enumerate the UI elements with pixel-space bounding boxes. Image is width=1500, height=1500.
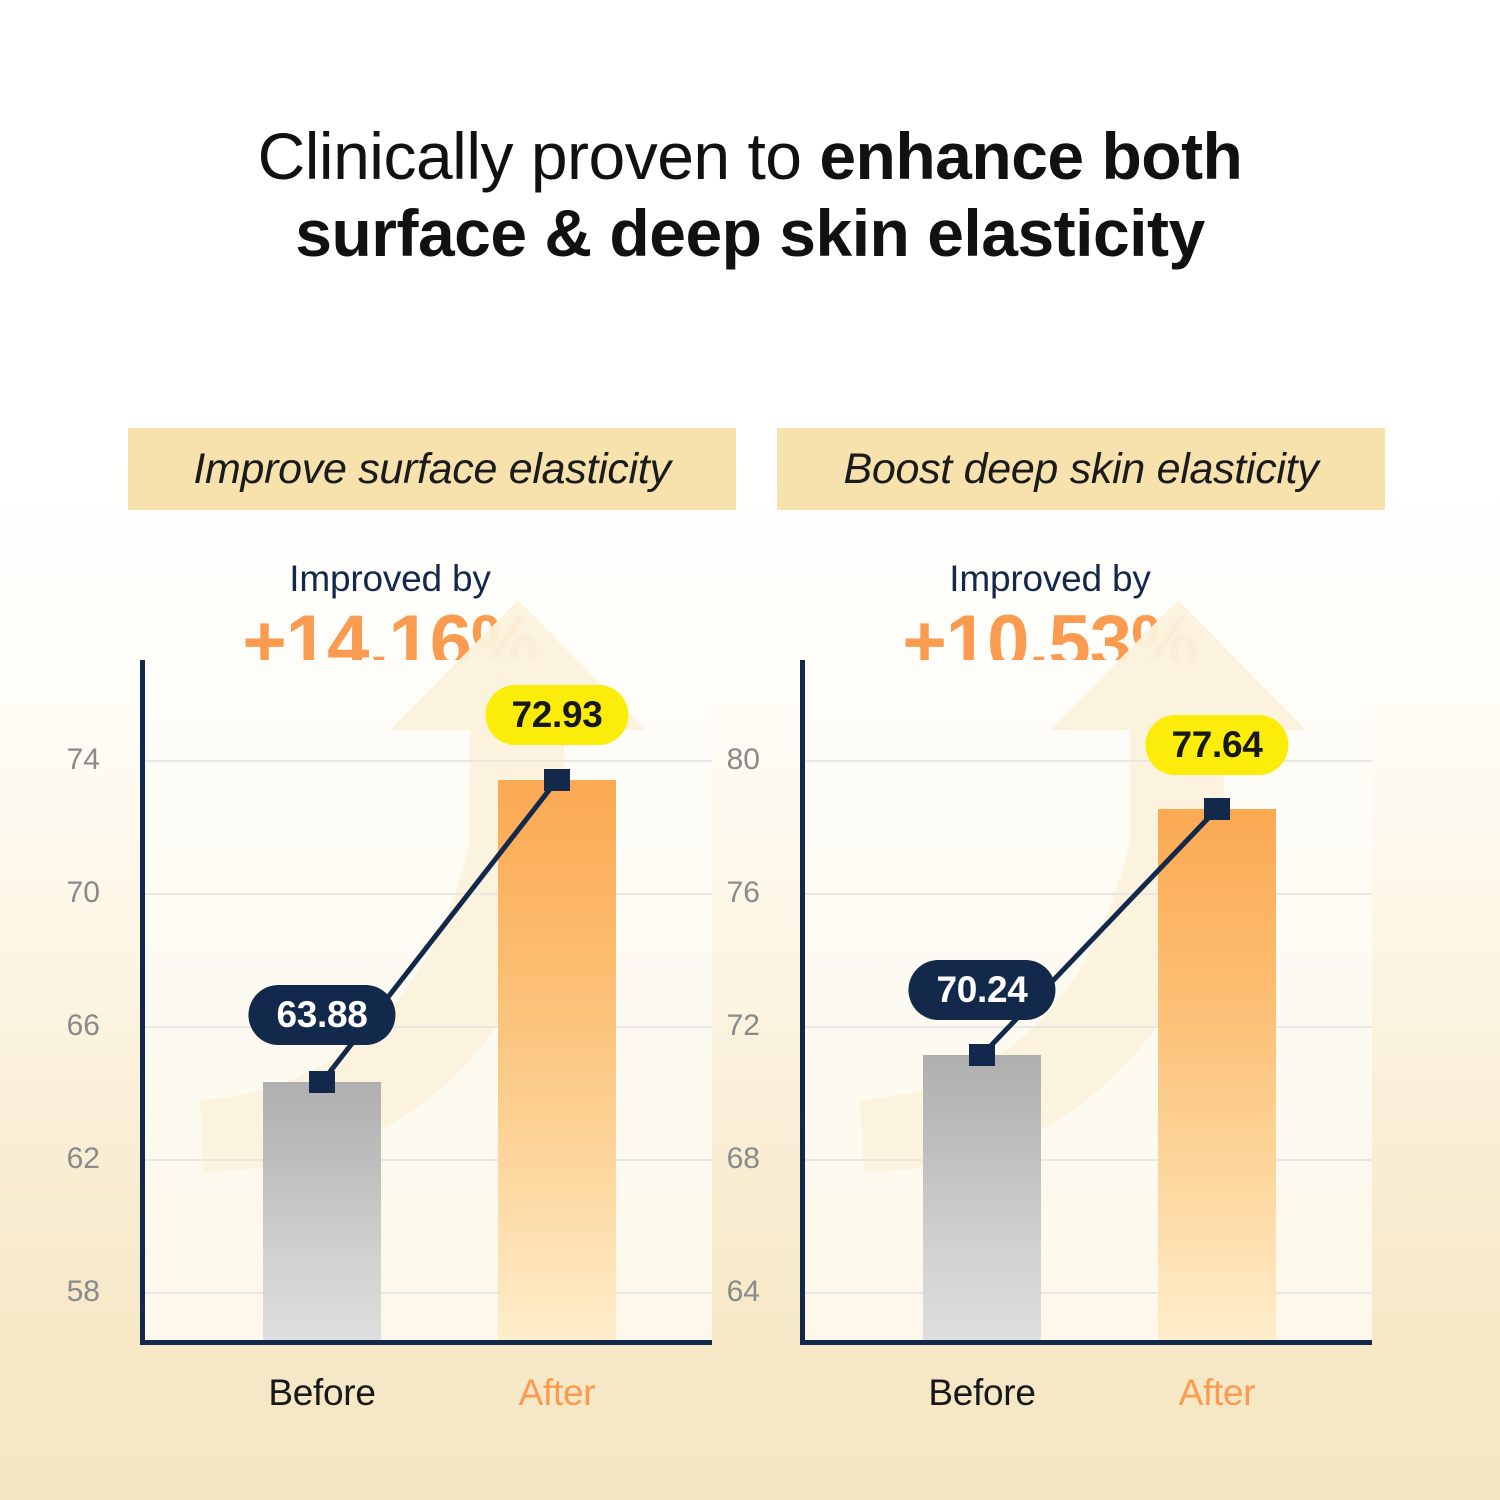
plot-area: 80 76 72 68 64 70.24 77.64 Before After bbox=[727, 600, 1372, 1413]
bar-after bbox=[498, 780, 616, 1340]
gridline bbox=[145, 1159, 712, 1161]
headline-light-text: Clinically proven to bbox=[257, 119, 820, 193]
gridline bbox=[805, 760, 1372, 762]
plot-background bbox=[140, 660, 712, 1340]
gridline bbox=[805, 893, 1372, 895]
improved-by-label: Improved by bbox=[289, 558, 491, 599]
y-tick-label: 70 bbox=[66, 876, 100, 909]
y-tick-label: 66 bbox=[66, 1009, 100, 1042]
data-label-after: 77.64 bbox=[1145, 715, 1289, 775]
data-point-marker-before bbox=[309, 1071, 335, 1093]
data-point-marker-after bbox=[544, 769, 570, 791]
x-axis-label-after: After bbox=[518, 1372, 596, 1413]
x-axis-label-after: After bbox=[1178, 1372, 1256, 1413]
y-axis-line bbox=[800, 660, 805, 1340]
improved-by-label: Improved by bbox=[949, 558, 1151, 599]
badge-label: Boost deep skin elasticity bbox=[843, 444, 1319, 493]
bar-before bbox=[263, 1082, 381, 1340]
y-tick-label: 74 bbox=[66, 743, 100, 776]
gridline bbox=[145, 893, 712, 895]
data-label-before: 63.88 bbox=[248, 985, 396, 1045]
headline-line-1: Clinically proven to enhance both bbox=[0, 118, 1500, 195]
plot-area: 74 70 66 62 58 63.88 72.93 Before After bbox=[67, 600, 712, 1413]
data-point-marker-before bbox=[969, 1044, 995, 1066]
x-axis-line bbox=[140, 1340, 712, 1345]
y-tick-label: 58 bbox=[66, 1275, 100, 1308]
bar-after bbox=[1158, 809, 1276, 1340]
section-badge-surface-elasticity: Improve surface elasticity bbox=[128, 428, 736, 510]
headline-line-2: surface & deep skin elasticity bbox=[0, 195, 1500, 272]
y-tick-label: 68 bbox=[726, 1142, 760, 1175]
headline-bold-text-2: surface & deep skin elasticity bbox=[295, 196, 1205, 271]
x-axis-line bbox=[800, 1340, 1372, 1345]
gridline bbox=[145, 760, 712, 762]
y-tick-label: 76 bbox=[726, 876, 760, 909]
gridline bbox=[145, 1292, 712, 1294]
y-tick-label: 80 bbox=[726, 743, 760, 776]
data-point-marker-after bbox=[1204, 798, 1230, 820]
section-badge-deep-elasticity: Boost deep skin elasticity bbox=[777, 428, 1385, 510]
data-label-after: 72.93 bbox=[485, 685, 629, 745]
gridline bbox=[145, 1026, 712, 1028]
bar-before bbox=[923, 1055, 1041, 1340]
plot-background bbox=[800, 660, 1372, 1340]
gridline bbox=[805, 1159, 1372, 1161]
page-title: Clinically proven to enhance both surfac… bbox=[0, 118, 1500, 272]
y-axis-line bbox=[140, 660, 145, 1340]
badge-label: Improve surface elasticity bbox=[193, 444, 671, 493]
headline-bold-text-1: enhance both bbox=[819, 119, 1243, 193]
chart-panel-surface-elasticity: Improved by +14.16% 74 70 66 62 58 63.8 bbox=[40, 558, 740, 1413]
gridline bbox=[805, 1026, 1372, 1028]
y-tick-label: 62 bbox=[66, 1142, 100, 1175]
x-axis-label-before: Before bbox=[928, 1372, 1036, 1413]
gridline bbox=[805, 1292, 1372, 1294]
y-tick-label: 64 bbox=[726, 1275, 760, 1308]
y-tick-label: 72 bbox=[726, 1009, 760, 1042]
chart-panel-deep-elasticity: Improved by +10.53% 80 76 72 68 64 70.24… bbox=[700, 558, 1400, 1413]
x-axis-label-before: Before bbox=[268, 1372, 376, 1413]
data-label-before: 70.24 bbox=[908, 960, 1056, 1020]
